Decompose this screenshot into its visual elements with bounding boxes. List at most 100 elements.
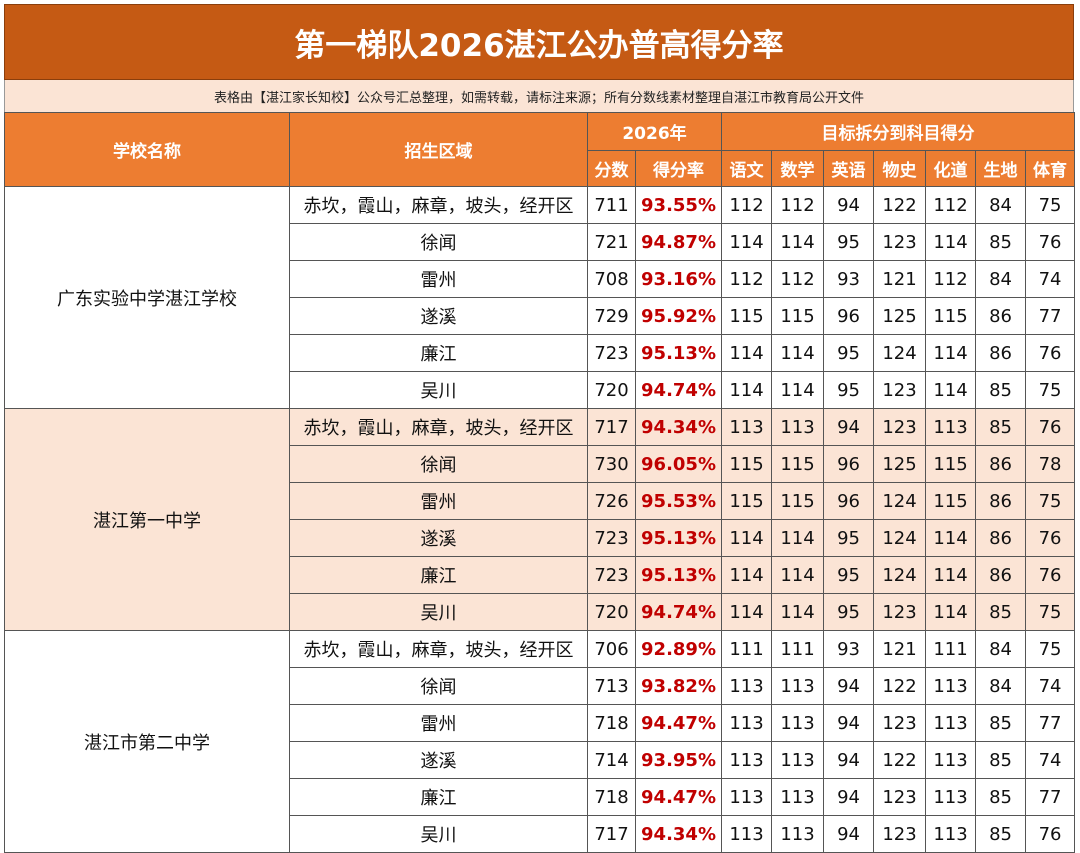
total-score: 718 [587,778,636,816]
subject-score: 94 [823,815,875,853]
header-subject-chinese: 语文 [721,150,773,187]
subject-score: 121 [873,630,927,668]
subject-score: 113 [925,778,977,816]
subject-score: 124 [873,519,927,557]
subject-score: 112 [721,260,773,298]
total-score: 720 [587,593,636,631]
total-score: 730 [587,445,636,483]
subject-score: 75 [1025,371,1076,409]
subject-score: 113 [771,741,825,779]
subject-score: 114 [925,223,977,261]
subject-score: 76 [1025,519,1076,557]
subject-score: 113 [721,815,773,853]
subject-score: 84 [975,667,1027,705]
subject-score: 114 [771,519,825,557]
total-score: 726 [587,482,636,520]
subject-score: 123 [873,223,927,261]
subject-score: 114 [925,371,977,409]
enrollment-area: 赤坎，霞山，麻章，坡头，经开区 [289,186,588,224]
table-row: 广东实验中学湛江学校 赤坎，霞山，麻章，坡头，经开区 711 93.55% 112 112… [4,186,1076,409]
subject-score: 86 [975,482,1027,520]
subject-score: 121 [873,260,927,298]
total-score: 723 [587,556,636,594]
total-score: 717 [587,408,636,446]
subject-score: 115 [925,445,977,483]
subject-score: 84 [975,630,1027,668]
subject-score: 114 [721,371,773,409]
subject-score: 94 [823,741,875,779]
enrollment-area: 遂溪 [289,519,588,557]
subject-score: 75 [1025,186,1076,224]
total-score: 706 [587,630,636,668]
source-note: 表格由【湛江家长知校】公众号汇总整理，如需转载，请标注来源；所有分数线素材整理自… [4,80,1074,112]
enrollment-area: 徐闻 [289,667,588,705]
enrollment-area: 吴川 [289,371,588,409]
subject-score: 95 [823,371,875,409]
table-body: 广东实验中学湛江学校 赤坎，霞山，麻章，坡头，经开区 711 93.55% 112 112… [4,186,1076,853]
subject-score: 113 [721,741,773,779]
subject-score: 125 [873,445,927,483]
score-rate: 95.53% [634,482,723,520]
score-rate: 95.13% [634,519,723,557]
subject-score: 76 [1025,223,1076,261]
header-score: 分数 [587,150,636,187]
score-rate: 94.74% [634,371,723,409]
subject-score: 115 [721,482,773,520]
subject-score: 93 [823,260,875,298]
score-rate: 94.47% [634,778,723,816]
subject-score: 111 [925,630,977,668]
subject-score: 95 [823,593,875,631]
table-row: 湛江第一中学 赤坎，霞山，麻章，坡头，经开区 717 94.34% 113 113 94 12… [4,408,1076,631]
subject-score: 112 [721,186,773,224]
table-row: 遂溪 729 95.92% 115 115 96 125 115 86 77 [5,297,1076,335]
subject-score: 124 [873,482,927,520]
subject-score: 94 [823,186,875,224]
subject-score: 76 [1025,408,1076,446]
total-score: 721 [587,223,636,261]
total-score: 729 [587,297,636,335]
subject-score: 112 [771,260,825,298]
subject-score: 86 [975,556,1027,594]
score-rate: 93.82% [634,667,723,705]
subject-score: 114 [721,223,773,261]
subject-score: 114 [771,223,825,261]
subject-score: 84 [975,186,1027,224]
subject-score: 85 [975,371,1027,409]
subject-score: 95 [823,556,875,594]
subject-score: 85 [975,778,1027,816]
header-subject-chem-morality: 化道 [925,150,977,187]
subject-score: 76 [1025,815,1076,853]
table-row: 吴川 717 94.34% 113 113 94 123 113 85 76 [5,815,1076,853]
subject-score: 122 [873,186,927,224]
subject-score: 113 [925,667,977,705]
subject-score: 85 [975,741,1027,779]
subject-score: 113 [771,778,825,816]
total-score: 713 [587,667,636,705]
subject-score: 123 [873,815,927,853]
subject-score: 93 [823,630,875,668]
total-score: 723 [587,334,636,372]
table-row: 廉江 723 95.13% 114 114 95 124 114 86 76 [5,556,1076,594]
school-name: 广东实验中学湛江学校 [4,186,290,409]
subject-score: 113 [721,778,773,816]
header-area: 招生区域 [289,112,588,187]
enrollment-area: 徐闻 [289,223,588,261]
subject-score: 74 [1025,667,1076,705]
subject-score: 113 [721,704,773,742]
subject-score: 74 [1025,260,1076,298]
enrollment-area: 吴川 [289,815,588,853]
subject-score: 113 [771,667,825,705]
table-row: 遂溪 714 93.95% 113 113 94 122 113 85 74 [5,741,1076,779]
enrollment-area: 徐闻 [289,445,588,483]
total-score: 723 [587,519,636,557]
score-rate: 93.55% [634,186,723,224]
subject-score: 86 [975,334,1027,372]
subject-score: 111 [771,630,825,668]
subject-score: 115 [771,482,825,520]
subject-score: 94 [823,408,875,446]
score-rate: 94.34% [634,408,723,446]
subject-score: 85 [975,704,1027,742]
subject-score: 95 [823,519,875,557]
subject-score: 113 [721,667,773,705]
subject-score: 115 [721,445,773,483]
